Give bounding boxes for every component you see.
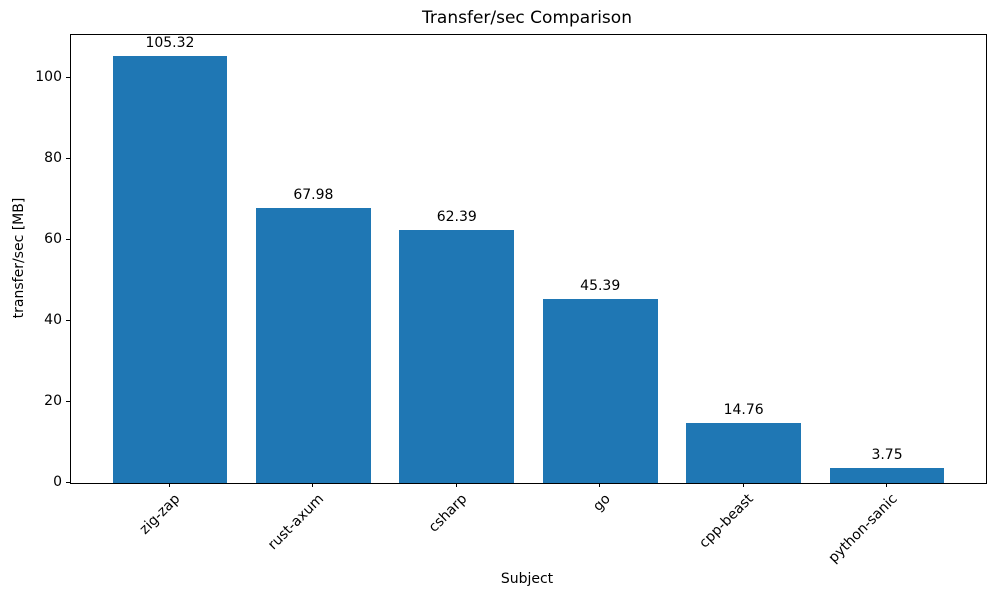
y-tick-mark xyxy=(66,238,70,240)
x-tick-label-go: go xyxy=(589,491,614,515)
plot-area: 105.32 67.98 62.39 45.39 14.76 3.75 xyxy=(70,34,987,484)
bar-value-label: 67.98 xyxy=(293,186,334,203)
x-tick-mark xyxy=(742,483,744,487)
bar-value-label: 62.39 xyxy=(436,209,477,226)
y-tick-label: 80 xyxy=(44,149,62,166)
y-tick-mark xyxy=(66,76,70,78)
x-tick-label-rust-axum: rust-axum xyxy=(264,491,327,554)
y-tick-label: 40 xyxy=(44,311,62,328)
bar-go xyxy=(542,299,658,483)
bar-csharp xyxy=(399,230,515,483)
x-tick-mark xyxy=(312,483,314,487)
y-tick-mark xyxy=(66,482,70,483)
x-tick-mark xyxy=(599,483,601,487)
bar-cpp-beast xyxy=(686,423,801,483)
chart-title: Transfer/sec Comparison xyxy=(422,8,632,28)
bar-python-sanic xyxy=(829,467,945,483)
x-tick-label-csharp: csharp xyxy=(425,491,471,536)
x-tick-label-cpp-beast: cpp-beast xyxy=(696,491,757,552)
bar-value-label: 3.75 xyxy=(871,446,903,463)
x-tick-label-zig-zap: zig-zap xyxy=(136,491,184,538)
bar-zig-zap xyxy=(112,56,228,483)
y-tick-mark xyxy=(66,400,70,402)
x-axis-label: Subject xyxy=(500,571,554,587)
bar-rust-axum xyxy=(256,207,371,483)
y-tick-label: 60 xyxy=(44,230,62,247)
y-tick-label: 0 xyxy=(53,474,62,490)
bar-value-label: 14.76 xyxy=(723,402,764,419)
x-tick-mark xyxy=(168,483,170,487)
bar-value-label: 45.39 xyxy=(580,278,621,295)
y-tick-mark xyxy=(66,157,70,159)
x-tick-mark xyxy=(455,483,457,487)
bar-value-label: 105.32 xyxy=(145,35,195,52)
y-tick-mark xyxy=(66,319,70,321)
x-tick-label-python-sanic: python-sanic xyxy=(825,491,901,567)
x-tick-mark xyxy=(886,483,888,487)
y-axis-label: transfer/sec [MB] xyxy=(11,197,27,319)
y-tick-label: 20 xyxy=(44,392,62,409)
y-tick-label: 100 xyxy=(35,68,62,85)
